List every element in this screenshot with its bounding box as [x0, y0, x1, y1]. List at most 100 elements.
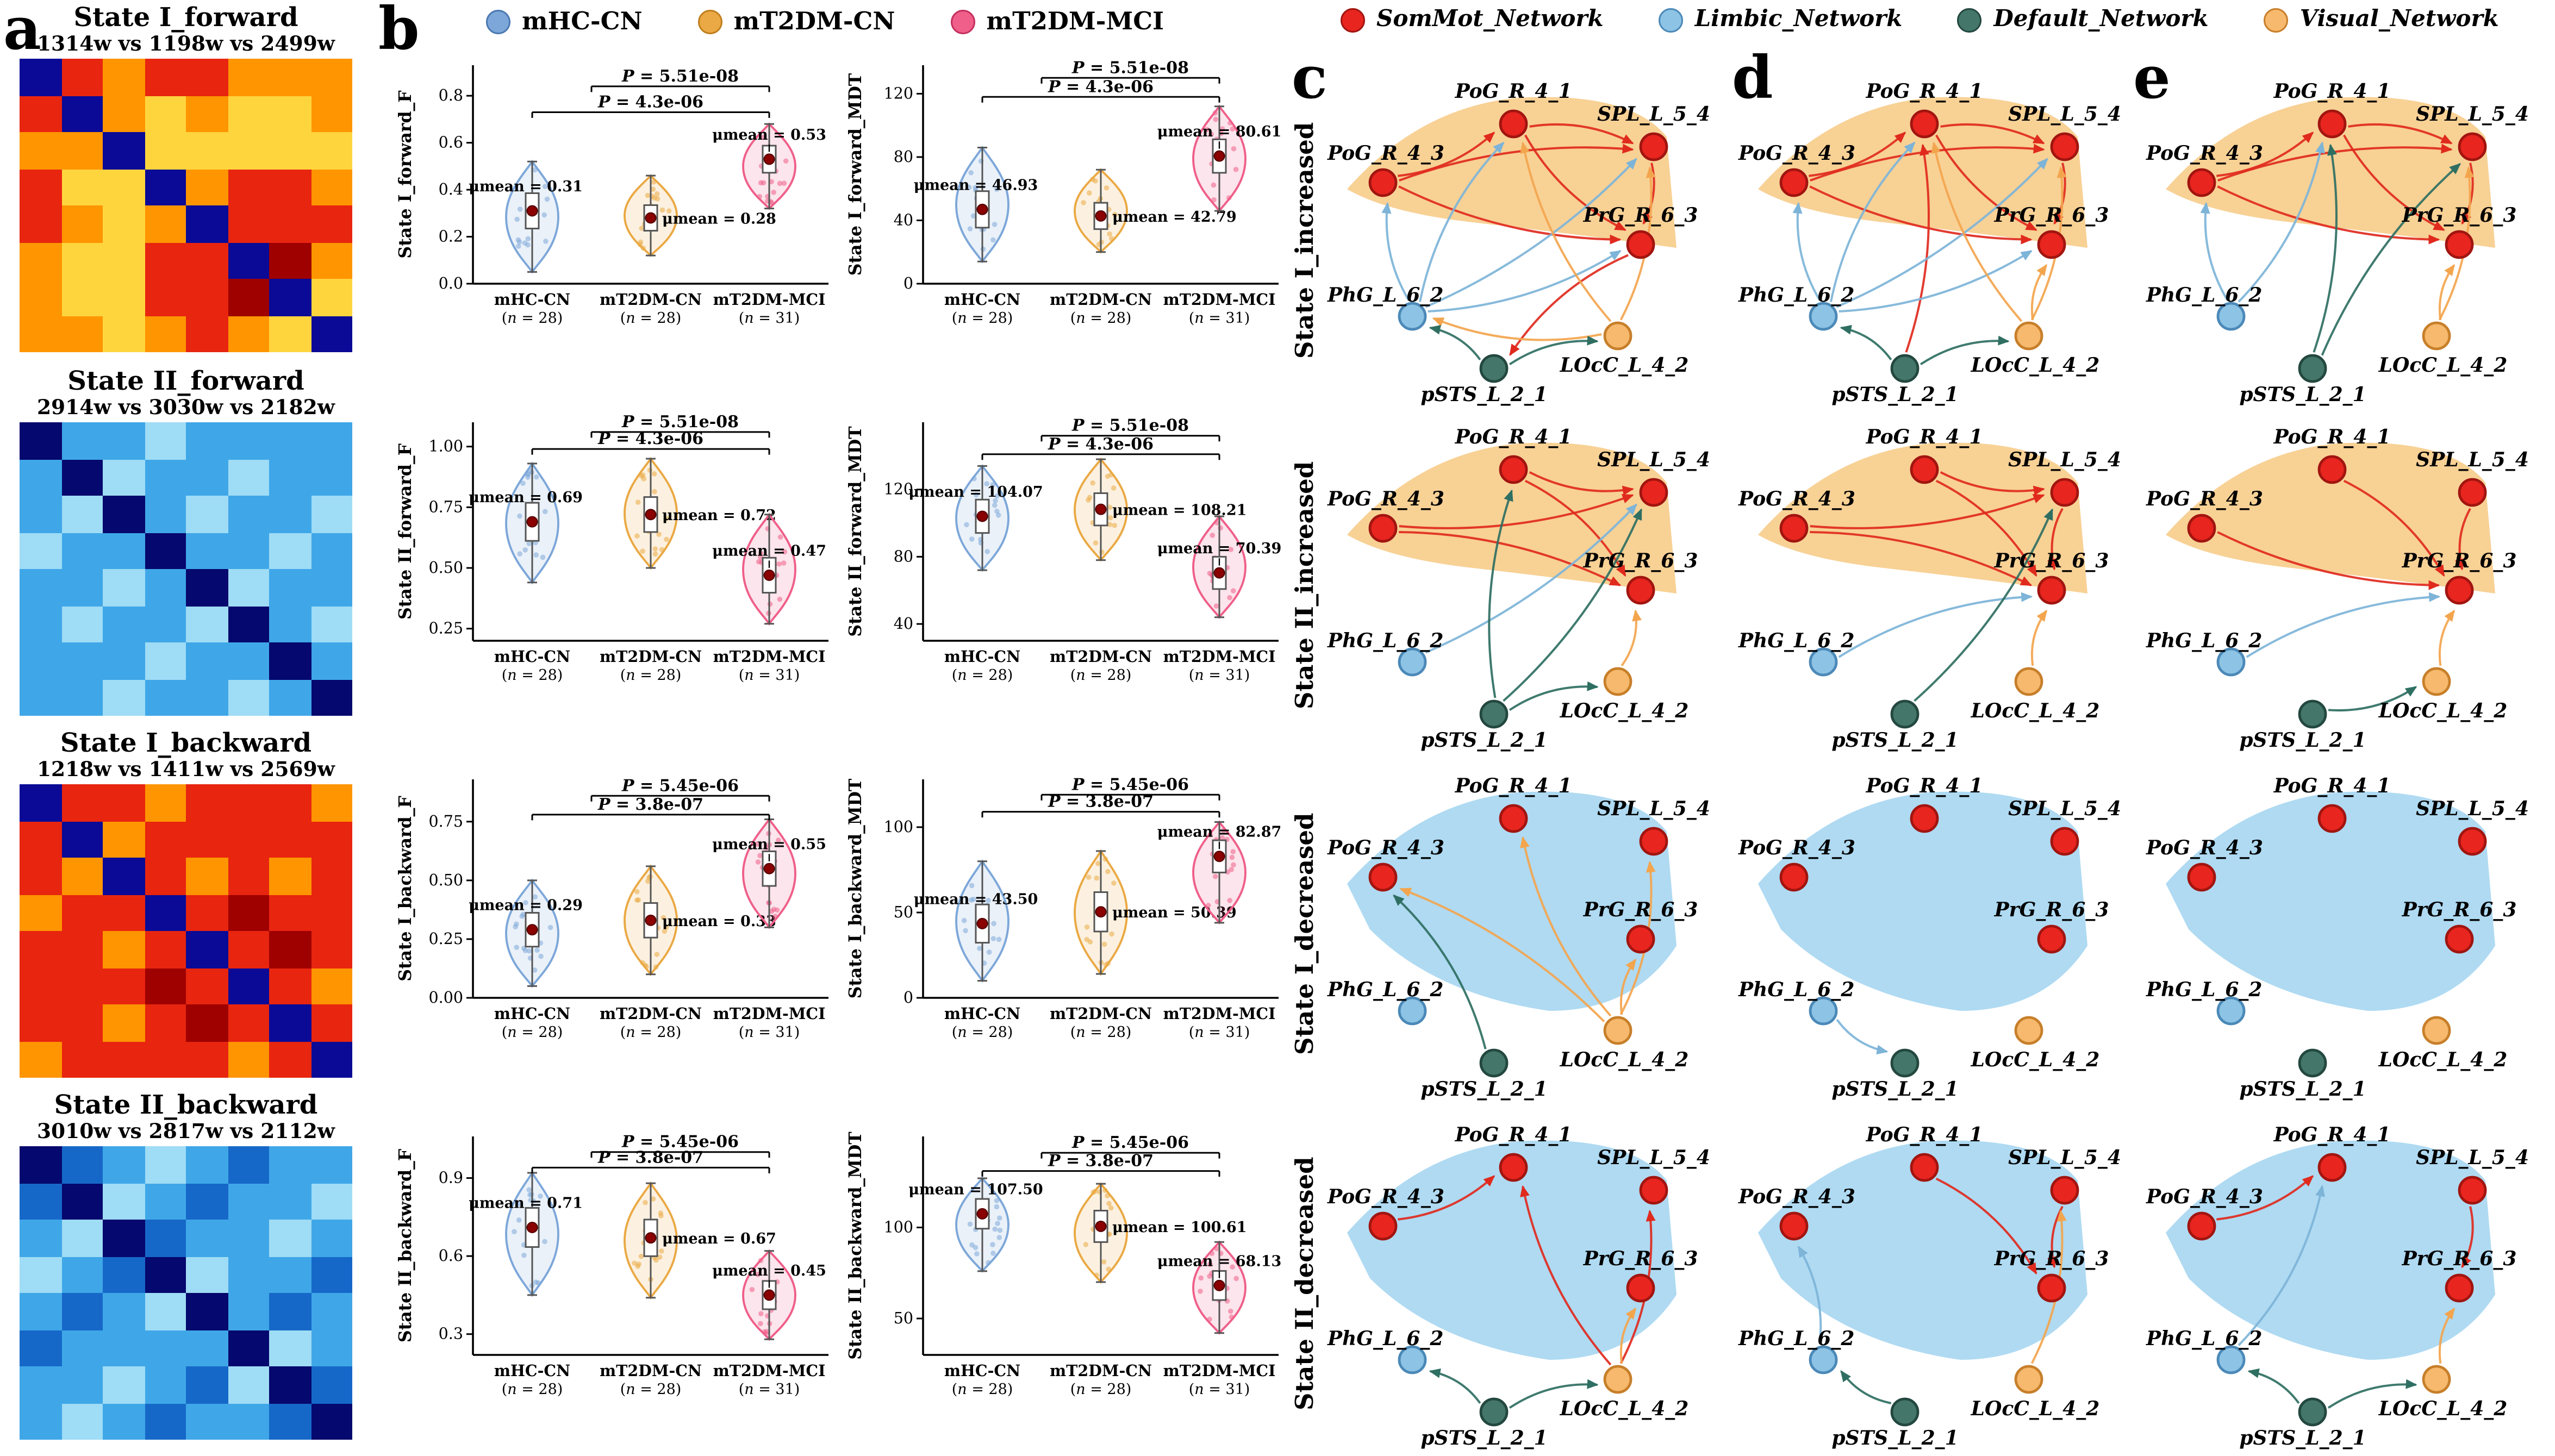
- data-point: [1227, 595, 1232, 601]
- data-point: [1219, 126, 1225, 132]
- data-point: [970, 213, 976, 219]
- network-node-PoG_R_4_1: [1499, 455, 1528, 484]
- network-svg: PoG_R_4_1 SPL_L_5_4 PoG_R_4_3 PrG_R_6_3 PhG_…: [2146, 774, 2529, 1101]
- data-point: [1111, 880, 1117, 886]
- data-point: [544, 196, 550, 202]
- heatmap-cell: [144, 315, 186, 352]
- data-point: [986, 949, 992, 955]
- data-point: [1087, 495, 1093, 501]
- network-edge: [1940, 123, 2045, 145]
- heatmap-cell: [269, 858, 311, 895]
- network-node-LOcC_L_4_2: [2422, 1365, 2451, 1394]
- n-label: (n = 28): [620, 667, 682, 684]
- heatmap-cell: [310, 532, 352, 569]
- network-node-label: PoG_R_4_3: [1327, 1185, 1444, 1208]
- mean-label: μmean = 0.67: [662, 1230, 776, 1247]
- network-node-label: LOcC_L_4_2: [2378, 1048, 2508, 1071]
- data-point: [522, 547, 528, 553]
- network-legend: SomMot_Network Limbic_Network Default_Netw…: [1341, 7, 2554, 33]
- data-point: [514, 216, 520, 222]
- heatmap-cell: [61, 1041, 103, 1078]
- heatmap-cell: [103, 894, 145, 931]
- svg-text:0.6: 0.6: [439, 1247, 463, 1265]
- network-node-pSTS_L_2_1: [2298, 354, 2327, 383]
- data-point: [666, 208, 672, 214]
- heatmap-cell: [61, 967, 103, 1004]
- network-legend-label: SomMot_Network: [1376, 7, 1604, 33]
- y-axis-label: State II_forward_MDT: [845, 426, 865, 637]
- network-edge: [1810, 494, 2045, 529]
- svg-text:0.3: 0.3: [439, 1325, 463, 1343]
- data-point: [990, 237, 996, 243]
- group-legend: mHC-CN mT2DM-CN mT2DM-MCI: [486, 7, 1219, 36]
- network-edge: [1488, 489, 1513, 698]
- network-node-pSTS_L_2_1: [2298, 699, 2327, 729]
- heatmap-cell: [61, 279, 103, 316]
- data-point: [532, 167, 538, 173]
- data-point: [522, 948, 528, 953]
- mean-dot: [763, 153, 775, 165]
- heatmap-cell: [144, 605, 186, 642]
- network-node-PoG_R_4_3: [2187, 168, 2216, 197]
- group-legend-dot-icon: [697, 9, 722, 34]
- network-node-PhG_L_6_2: [2216, 647, 2246, 677]
- network-edge: [2438, 609, 2456, 666]
- data-point: [652, 546, 658, 552]
- heatmap-cell: [61, 132, 103, 169]
- network-node-PoG_R_4_3: [1368, 863, 1398, 892]
- network-edge: [1792, 202, 1821, 301]
- heatmap-cell: [227, 894, 269, 931]
- network-node-label: LOcC_L_4_2: [2378, 354, 2508, 377]
- mean-label: μmean = 0.45: [712, 1263, 826, 1279]
- network-row-label: State II_decreased: [1290, 1156, 1319, 1410]
- x-tick-label: mT2DM-MCI: [1163, 647, 1276, 666]
- heatmap-cell: [61, 315, 103, 352]
- x-tick-label: mT2DM-MCI: [1163, 290, 1276, 309]
- heatmap-cell: [227, 496, 269, 533]
- mean-dot: [645, 509, 657, 521]
- heatmap-cell: [20, 422, 61, 459]
- data-point: [755, 841, 761, 847]
- data-point: [521, 1252, 527, 1258]
- data-point: [967, 226, 973, 232]
- network-diagram-c-4: PoG_R_4_1 SPL_L_5_4 PoG_R_4_3 PrG_R_6_3 PhG_…: [1321, 1115, 1729, 1451]
- data-point: [990, 1251, 996, 1256]
- n-label: (n = 28): [620, 310, 682, 327]
- data-point: [534, 947, 540, 953]
- data-point: [532, 894, 538, 900]
- svg-text:0.0: 0.0: [439, 274, 463, 292]
- network-edge: [1838, 592, 2033, 658]
- network-legend-item: Default_Network: [1958, 7, 2209, 33]
- heatmap-cell: [20, 205, 61, 242]
- network-node-PoG_R_4_3: [1779, 168, 1809, 197]
- data-point: [1104, 185, 1110, 191]
- network-node-pSTS_L_2_1: [1479, 354, 1509, 383]
- data-point: [656, 532, 662, 537]
- p-value-label: P = 4.3e-06: [1048, 435, 1154, 454]
- data-point: [635, 499, 641, 505]
- heatmap-cell: [269, 1041, 311, 1078]
- data-point: [772, 914, 778, 919]
- data-point: [514, 945, 520, 950]
- heatmap-cell: [61, 168, 103, 205]
- network-diagram-d-4: PoG_R_4_1 SPL_L_5_4 PoG_R_4_3 PrG_R_6_3 PhG_…: [1732, 1115, 2140, 1451]
- data-point: [640, 548, 645, 554]
- heatmap-cell: [103, 95, 145, 132]
- data-point: [993, 498, 998, 504]
- heatmap-cell: [269, 315, 311, 352]
- y-axis-label: State I_backward_MDT: [845, 778, 865, 998]
- mean-dot: [976, 510, 988, 522]
- heatmap-cell: [310, 679, 352, 716]
- network-svg: PoG_R_4_1 SPL_L_5_4 PoG_R_4_3 PrG_R_6_3 PhG_…: [1327, 80, 1710, 406]
- p-value-label: P = 5.51e-08: [1071, 416, 1189, 435]
- data-point: [769, 179, 774, 185]
- x-tick-label: mT2DM-MCI: [713, 647, 826, 666]
- group-legend-item: mT2DM-MCI: [950, 7, 1164, 36]
- data-point: [526, 1187, 532, 1192]
- network-node-label: SPL_L_5_4: [2416, 448, 2529, 471]
- network-edge: [2246, 592, 2441, 658]
- data-point: [777, 596, 783, 602]
- network-edge: [1836, 158, 2048, 308]
- data-point: [1207, 571, 1213, 576]
- network-edge: [2030, 609, 2048, 666]
